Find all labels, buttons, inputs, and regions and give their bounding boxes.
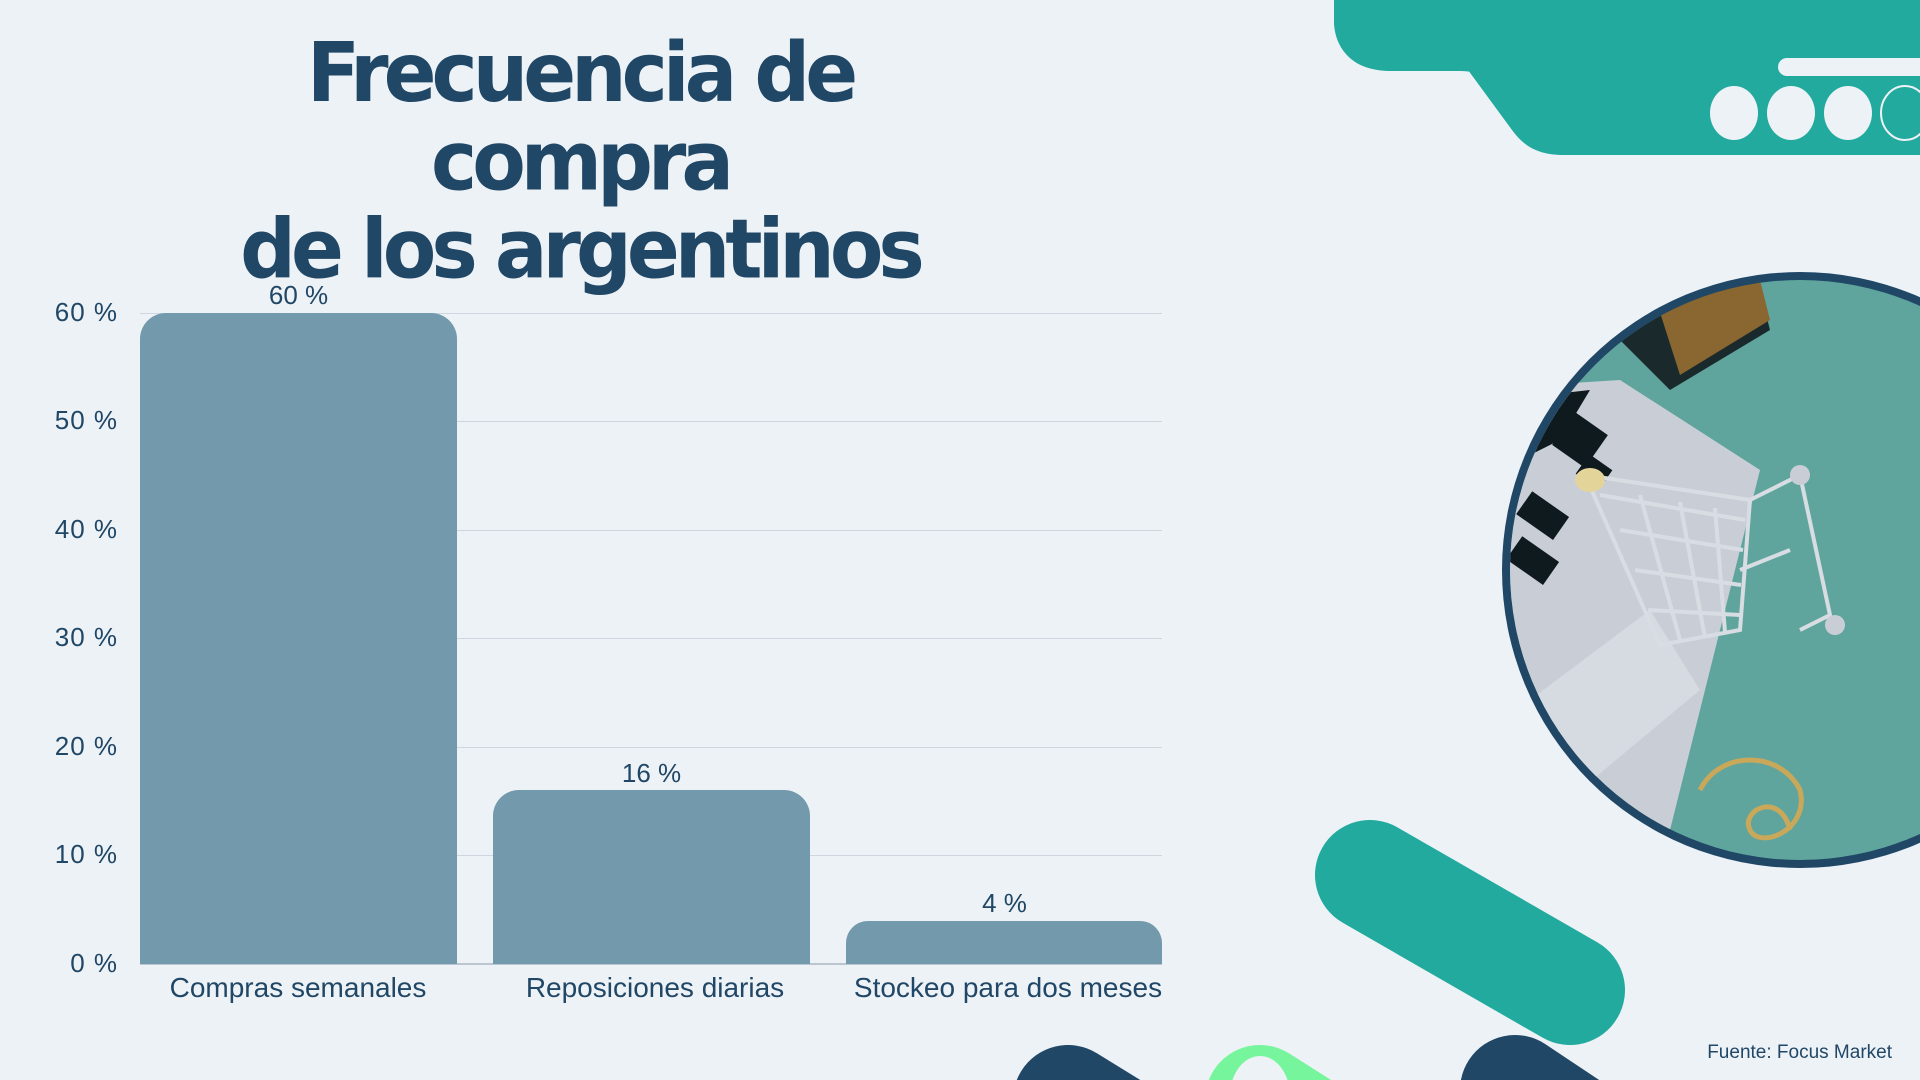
slide-title: Frecuencia de compra de los argentinos xyxy=(150,30,1010,295)
y-tick-10: 10 % xyxy=(54,839,118,869)
value-label-3: 4 % xyxy=(982,888,1027,918)
y-tick-40: 40 % xyxy=(54,514,118,544)
bar-stockeo-dos-meses xyxy=(846,921,1162,964)
gridline-40 xyxy=(140,530,1162,531)
gridline-20 xyxy=(140,747,1162,748)
category-label-3: Stockeo para dos meses xyxy=(853,972,1163,1003)
y-tick-0: 0 % xyxy=(70,948,118,978)
gridline-50 xyxy=(140,421,1162,422)
x-axis-line xyxy=(140,963,1162,965)
shopping-cart-photo xyxy=(1502,272,1920,868)
title-line-2: de los argentinos xyxy=(240,202,925,298)
value-label-1: 60 % xyxy=(268,280,329,310)
bar-chart: 60 % 50 % 40 % 30 % 20 % 10 % 0 % 60 % 1… xyxy=(54,280,1163,1003)
gridline-60 xyxy=(140,313,1162,314)
bar-reposiciones-diarias xyxy=(493,790,810,964)
category-label-2: Reposiciones diarias xyxy=(525,972,785,1003)
category-label-1: Compras semanales xyxy=(169,972,427,1003)
bar-compras-semanales xyxy=(140,313,457,964)
y-tick-30: 30 % xyxy=(54,622,118,652)
source-note: Fuente: Focus Market xyxy=(1707,1042,1892,1063)
top-right-teal-shape xyxy=(1334,0,1920,155)
value-label-2: 16 % xyxy=(621,758,682,788)
gridline-30 xyxy=(140,638,1162,639)
y-tick-20: 20 % xyxy=(54,731,118,761)
y-tick-50: 50 % xyxy=(54,405,118,435)
title-line-1: Frecuencia de compra xyxy=(306,26,858,210)
white-bar-decoration xyxy=(1778,58,1920,76)
bottom-decorative-shapes xyxy=(1017,820,1625,1080)
y-tick-60: 60 % xyxy=(54,297,118,327)
